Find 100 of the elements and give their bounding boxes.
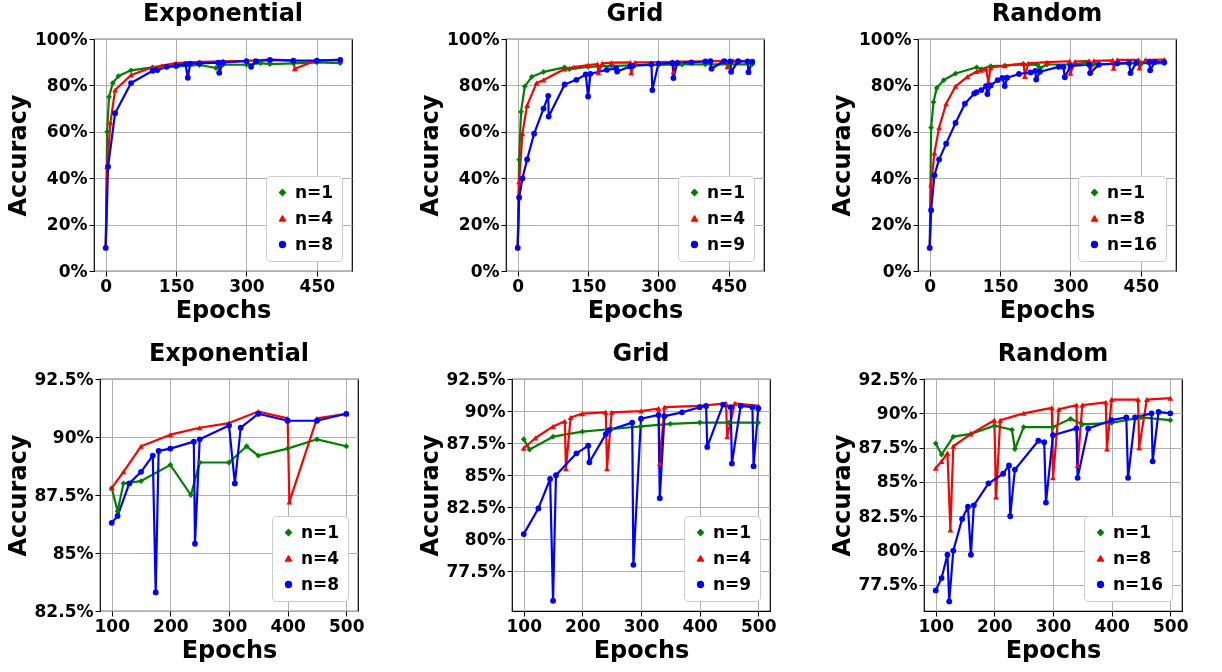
y-tick-label: 0% xyxy=(58,260,88,281)
y-tick-label: 80% xyxy=(46,74,88,95)
x-tick-label: 150 xyxy=(570,275,607,296)
legend-label: n=8 xyxy=(295,233,334,254)
x-tick-label: 300 xyxy=(623,615,660,636)
x-tick-label: 500 xyxy=(1153,615,1189,636)
legend-label: n=16 xyxy=(1113,573,1164,594)
legend-label: n=1 xyxy=(301,521,340,542)
y-tick-label: 40% xyxy=(46,167,88,188)
chart-title: Grid xyxy=(606,0,664,27)
y-axis-title: Accuracy xyxy=(415,94,444,217)
x-axis-title: Epochs xyxy=(593,635,690,664)
y-tick-label: 20% xyxy=(870,214,912,235)
legend-label: n=4 xyxy=(301,547,340,568)
y-axis-title: Accuracy xyxy=(415,434,444,557)
legend-label: n=16 xyxy=(1107,233,1158,254)
y-tick-label: 87.5% xyxy=(34,484,94,505)
x-tick-label: 200 xyxy=(153,615,189,636)
x-tick-label: 0 xyxy=(100,275,113,296)
y-axis-title: Accuracy xyxy=(827,94,856,217)
x-tick-label: 150 xyxy=(158,275,195,296)
y-tick-label: 77.5% xyxy=(858,574,918,595)
y-tick-label: 0% xyxy=(470,260,500,281)
y-tick-label: 82.5% xyxy=(34,600,94,621)
legend-label: n=1 xyxy=(1107,181,1146,202)
chart-title: Random xyxy=(997,339,1109,367)
y-tick-label: 92.5% xyxy=(446,368,506,389)
y-tick-label: 92.5% xyxy=(34,368,94,389)
y-tick-label: 87.5% xyxy=(858,437,918,458)
legend-label: n=1 xyxy=(707,181,746,202)
x-axis-title: Epochs xyxy=(175,295,272,324)
y-tick-label: 20% xyxy=(46,214,88,235)
x-tick-label: 100 xyxy=(94,615,131,636)
x-tick-label: 400 xyxy=(1094,615,1131,636)
legend-label: n=9 xyxy=(713,573,752,594)
x-tick-label: 500 xyxy=(741,615,777,636)
legend-label: n=1 xyxy=(1113,521,1152,542)
y-axis-title: Accuracy xyxy=(827,434,856,557)
y-tick-label: 40% xyxy=(458,167,500,188)
legend-label: n=1 xyxy=(295,181,334,202)
y-tick-label: 80% xyxy=(458,74,500,95)
legend-label: n=4 xyxy=(295,207,334,228)
chart-title: Exponential xyxy=(142,0,304,27)
y-tick-label: 100% xyxy=(34,28,88,49)
x-tick-label: 400 xyxy=(270,615,307,636)
x-tick-label: 300 xyxy=(1035,615,1072,636)
y-axis-title: Accuracy xyxy=(3,434,32,557)
y-tick-label: 92.5% xyxy=(858,368,918,389)
y-tick-label: 60% xyxy=(458,121,500,142)
y-tick-label: 80% xyxy=(464,528,506,549)
chart-title: Random xyxy=(991,0,1103,27)
x-tick-label: 400 xyxy=(682,615,719,636)
y-tick-label: 90% xyxy=(464,400,506,421)
y-tick-label: 85% xyxy=(876,471,918,492)
x-tick-label: 300 xyxy=(211,615,248,636)
y-tick-label: 80% xyxy=(870,74,912,95)
legend-label: n=9 xyxy=(707,233,746,254)
legend-label: n=4 xyxy=(707,207,746,228)
y-tick-label: 82.5% xyxy=(858,505,918,526)
x-tick-label: 0 xyxy=(512,275,525,296)
y-tick-label: 85% xyxy=(52,542,94,563)
y-tick-label: 77.5% xyxy=(446,560,506,581)
x-tick-label: 100 xyxy=(506,615,543,636)
x-axis-title: Epochs xyxy=(999,295,1096,324)
y-tick-label: 87.5% xyxy=(446,432,506,453)
x-axis-title: Epochs xyxy=(1005,635,1102,664)
y-tick-label: 90% xyxy=(876,402,918,423)
y-tick-label: 100% xyxy=(446,28,500,49)
x-tick-label: 450 xyxy=(1123,275,1160,296)
y-tick-label: 60% xyxy=(46,121,88,142)
x-tick-label: 300 xyxy=(1053,275,1089,296)
x-tick-label: 100 xyxy=(918,615,955,636)
y-tick-label: 100% xyxy=(858,28,912,49)
x-axis-title: Epochs xyxy=(587,295,684,324)
x-tick-label: 300 xyxy=(229,275,265,296)
y-tick-label: 85% xyxy=(464,464,506,485)
y-tick-label: 80% xyxy=(876,540,918,561)
legend-label: n=4 xyxy=(713,547,752,568)
y-tick-label: 40% xyxy=(870,167,912,188)
y-tick-label: 60% xyxy=(870,121,912,142)
x-tick-label: 0 xyxy=(924,275,937,296)
chart-title: Exponential xyxy=(148,339,310,367)
legend-label: n=1 xyxy=(713,521,752,542)
y-tick-label: 0% xyxy=(882,260,912,281)
x-tick-label: 150 xyxy=(982,275,1019,296)
x-tick-label: 200 xyxy=(977,615,1013,636)
legend-label: n=8 xyxy=(1107,207,1146,228)
y-tick-label: 90% xyxy=(52,426,94,447)
x-tick-label: 450 xyxy=(299,275,336,296)
x-tick-label: 500 xyxy=(329,615,365,636)
y-axis-title: Accuracy xyxy=(3,94,32,217)
legend-label: n=8 xyxy=(301,573,340,594)
x-tick-label: 200 xyxy=(565,615,601,636)
x-tick-label: 450 xyxy=(711,275,748,296)
chart-title: Grid xyxy=(612,339,670,367)
y-tick-label: 20% xyxy=(458,214,500,235)
legend-label: n=8 xyxy=(1113,547,1152,568)
x-tick-label: 300 xyxy=(641,275,677,296)
x-axis-title: Epochs xyxy=(181,635,278,664)
y-tick-label: 82.5% xyxy=(446,496,506,517)
